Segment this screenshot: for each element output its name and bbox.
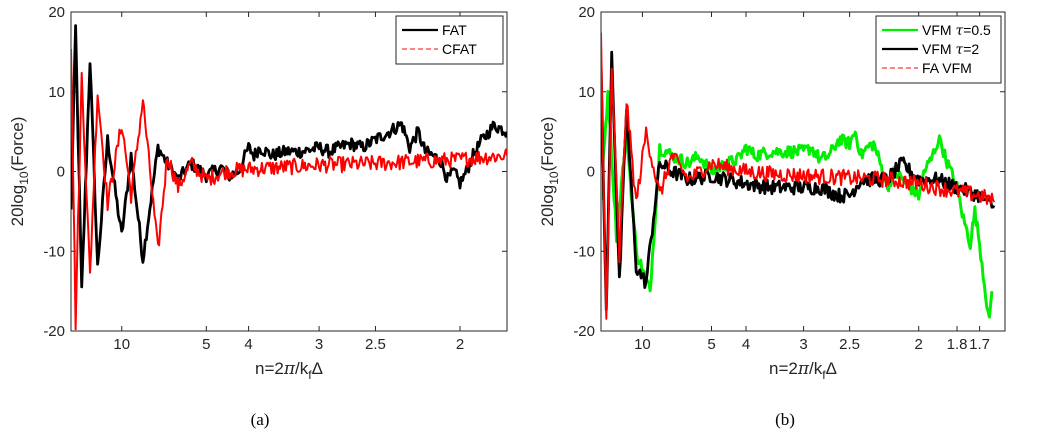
series-group: [601, 32, 996, 320]
series-line-vfm-2: [601, 50, 996, 312]
y-tick-label: -20: [573, 323, 595, 340]
x-tick-label: 2.5: [839, 336, 860, 353]
y-axis-label: 20log10(Force): [538, 117, 561, 227]
x-axis-label: n=2π/kfΔ: [769, 359, 837, 382]
series-line-fa-vfm: [601, 32, 996, 320]
legend: VFM τ=0.5 VFM τ=2 FA VFM: [875, 15, 1002, 84]
x-tick-label: 1.7: [969, 336, 990, 353]
y-tick-label: -10: [573, 243, 595, 260]
legend-label: FA VFM: [922, 60, 972, 76]
series-group: [71, 24, 507, 331]
series-line-cfat: [71, 48, 507, 331]
x-tick-label: 3: [315, 336, 323, 353]
x-tick-label: 1.8: [947, 336, 968, 353]
legend-box: [395, 15, 504, 65]
legend-label: VFM τ=0.5: [922, 22, 991, 39]
x-tick-label: 4: [244, 336, 252, 353]
y-tick-label: 0: [587, 164, 595, 181]
x-tick-label: 3: [799, 336, 807, 353]
legend: FAT CFAT: [395, 15, 504, 65]
x-axis-label: n=2π/kfΔ: [255, 359, 323, 382]
series-line-vfm-0-5: [601, 90, 994, 319]
chart-panel-b: 20 10 0 -10 -20 10 5 4 3 2.5 2 1.8 1.7 n=2π/kfΔ 20log1…: [538, 4, 1006, 429]
x-tick-label: 10: [634, 336, 651, 353]
y-tick-label: -20: [43, 323, 65, 340]
panel-caption: (a): [251, 410, 270, 429]
y-tick-label: 20: [578, 4, 595, 21]
chart-panel-a: 20 10 0 -10 -20 10 5 4 3 2.5 2 n=2π/kfΔ 20log10(Forc…: [8, 4, 508, 429]
legend-label: VFM τ=2: [922, 41, 979, 58]
y-tick-label: 20: [48, 4, 65, 21]
y-tick-label: 10: [578, 84, 595, 101]
series-line-fat: [71, 24, 507, 289]
y-tick-label: -10: [43, 243, 65, 260]
x-tick-label: 5: [202, 336, 210, 353]
x-tick-label: 2.5: [365, 336, 386, 353]
x-tick-label: 2: [915, 336, 923, 353]
y-tick-label: 0: [57, 164, 65, 181]
x-tick-label: 5: [707, 336, 715, 353]
legend-label: CFAT: [442, 41, 477, 57]
panel-caption: (b): [775, 410, 795, 429]
y-tick-label: 10: [48, 84, 65, 101]
x-tick-label: 4: [742, 336, 750, 353]
y-axis-label: 20log10(Force): [8, 117, 31, 227]
x-tick-label: 2: [456, 336, 464, 353]
legend-label: FAT: [442, 22, 467, 38]
x-tick-label: 10: [113, 336, 130, 353]
